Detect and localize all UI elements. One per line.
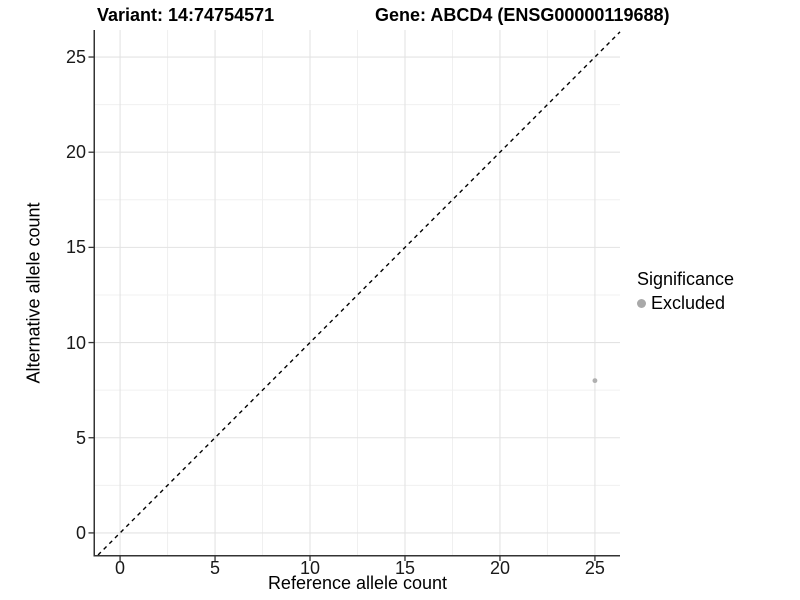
x-tick-label: 5: [210, 558, 221, 578]
plot-title-gene: Gene: ABCD4 (ENSG00000119688): [375, 5, 670, 25]
identity-reference-line: [97, 31, 621, 556]
y-tick-label: 5: [75, 427, 86, 448]
legend: Significance Excluded: [637, 269, 734, 312]
x-tick-label: 0: [115, 558, 126, 578]
y-tick-label: 10: [65, 332, 86, 353]
x-tick-label: 10: [299, 558, 321, 578]
legend-entry-label: Excluded: [651, 293, 726, 313]
x-axis-title: Reference allele count: [267, 573, 448, 593]
x-tick-label: 15: [394, 558, 415, 578]
y-axis-title: Alternative allele count: [23, 202, 44, 384]
plot-title-variant: Variant: 14:74754571: [97, 5, 275, 25]
x-tick-label: 20: [489, 558, 510, 578]
data-point-excluded: [592, 378, 598, 384]
y-tick-label: 20: [65, 142, 86, 163]
excluded-point-icon: [637, 298, 646, 308]
legend-title: Significance: [637, 269, 735, 289]
y-tick-label: 15: [65, 237, 86, 258]
legend-entry-excluded: Excluded: [637, 294, 734, 312]
x-tick-label: 25: [584, 558, 605, 578]
y-tick-label: 25: [65, 47, 86, 68]
y-tick-label: 0: [75, 522, 86, 543]
